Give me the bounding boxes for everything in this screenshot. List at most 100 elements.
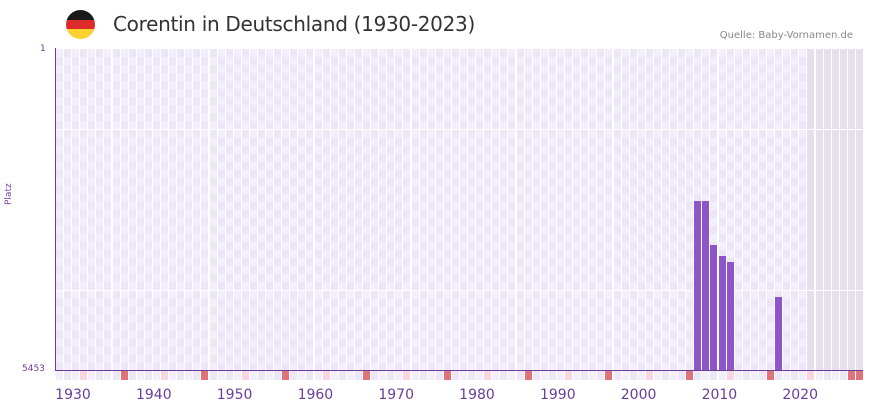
year-tick — [411, 371, 419, 380]
grid-column — [96, 48, 104, 371]
grid-column — [411, 48, 419, 371]
year-tick — [169, 371, 177, 380]
year-tick — [298, 371, 306, 380]
grid-column — [209, 48, 217, 371]
grid-column — [686, 48, 694, 371]
year-tick — [831, 371, 839, 380]
grid-column — [629, 48, 637, 371]
bar-2013[interactable] — [726, 262, 734, 370]
year-tick — [249, 371, 257, 380]
plot-area — [55, 48, 863, 371]
year-tick — [750, 371, 758, 380]
year-tick — [855, 371, 863, 380]
bar-2019[interactable] — [775, 296, 783, 370]
year-tick — [678, 371, 686, 380]
x-tick-label: 1970 — [378, 387, 415, 403]
y-axis-top-label: 1 — [40, 44, 46, 54]
grid-column — [767, 48, 775, 371]
grid-column — [597, 48, 605, 371]
grid-column — [670, 48, 678, 371]
grid-column — [346, 48, 354, 371]
year-tick — [621, 371, 629, 380]
year-tick — [605, 371, 613, 380]
year-tick — [815, 371, 823, 380]
year-tick — [637, 371, 645, 380]
bar-2009[interactable] — [694, 201, 702, 370]
year-tick — [629, 371, 637, 380]
year-tick — [710, 371, 718, 380]
grid-column — [201, 48, 209, 371]
grid-column — [120, 48, 128, 371]
year-tick — [56, 371, 63, 380]
grid-column — [742, 48, 750, 371]
grid-column — [266, 48, 274, 371]
grid-column — [451, 48, 459, 371]
year-tick — [152, 371, 160, 380]
grid-column — [403, 48, 411, 371]
grid-column — [128, 48, 136, 371]
grid-column — [508, 48, 516, 371]
year-tick — [597, 371, 605, 380]
grid-column — [662, 48, 669, 371]
grid-column — [136, 48, 144, 371]
grid-column — [363, 48, 371, 371]
grid-column — [460, 48, 467, 371]
year-tick — [468, 371, 476, 380]
grid-column — [298, 48, 306, 371]
year-tick — [662, 371, 669, 380]
year-tick — [387, 371, 395, 380]
year-tick — [791, 371, 799, 380]
year-tick — [306, 371, 314, 380]
grid-column — [144, 48, 152, 371]
year-tick — [492, 371, 500, 380]
grid-column — [815, 48, 823, 371]
grid-column — [443, 48, 451, 371]
grid-column — [249, 48, 257, 371]
year-tick — [839, 371, 847, 380]
grid-column — [476, 48, 484, 371]
grid-column — [799, 48, 807, 371]
grid-column — [274, 48, 282, 371]
year-tick — [419, 371, 427, 380]
grid-column — [783, 48, 791, 371]
year-tick — [274, 371, 282, 380]
year-tick — [476, 371, 484, 380]
bar-2010[interactable] — [702, 201, 710, 370]
grid-column — [330, 48, 338, 371]
grid-column — [589, 48, 597, 371]
year-tick — [330, 371, 338, 380]
year-tick — [581, 371, 589, 380]
year-tick — [532, 371, 540, 380]
y-axis — [55, 48, 56, 370]
grid-column — [306, 48, 314, 371]
x-tick-label: 1930 — [55, 387, 91, 403]
grid-column — [427, 48, 435, 371]
year-tick — [177, 371, 185, 380]
grid-column — [548, 48, 556, 371]
grid-column — [64, 48, 72, 371]
year-tick — [694, 371, 702, 380]
grid-column — [193, 48, 201, 371]
bar-2011[interactable] — [710, 244, 718, 370]
year-tick — [72, 371, 80, 380]
bar-2012[interactable] — [718, 256, 726, 370]
year-tick — [613, 371, 621, 380]
year-tick — [734, 371, 742, 380]
grid-column — [282, 48, 290, 371]
grid-column — [855, 48, 863, 371]
grid-column — [637, 48, 645, 371]
year-tick — [96, 371, 104, 380]
grid-column — [314, 48, 322, 371]
year-tick — [847, 371, 855, 380]
year-tick — [128, 371, 136, 380]
year-tick — [460, 371, 467, 380]
grid-column — [839, 48, 847, 371]
year-tick — [225, 371, 233, 380]
year-tick — [573, 371, 581, 380]
grid-column — [653, 48, 661, 371]
grid-column — [556, 48, 564, 371]
year-tick — [80, 371, 88, 380]
grid-column — [532, 48, 540, 371]
grid-column — [540, 48, 548, 371]
grid-column — [161, 48, 169, 371]
